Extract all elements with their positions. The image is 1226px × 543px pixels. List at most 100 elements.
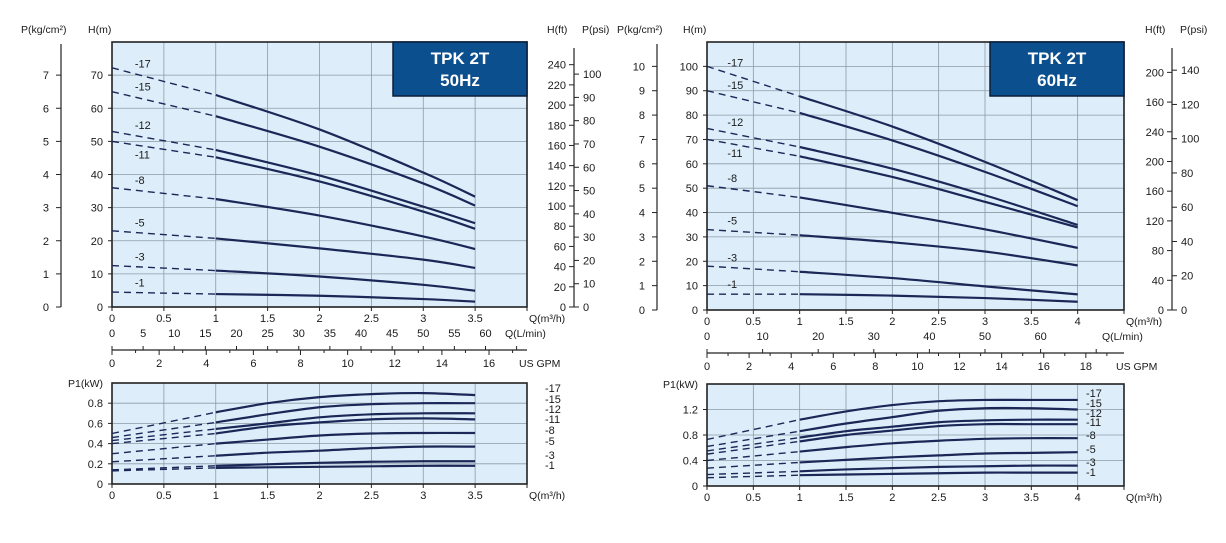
curve-solid-segment: [799, 422, 1078, 443]
gpm-tick-label: 8: [297, 358, 303, 370]
curve-label: -12: [545, 404, 561, 416]
curve-label: -15: [1086, 398, 1102, 410]
ft-tick-label: 60: [554, 241, 566, 253]
series--8: -8: [111, 175, 476, 251]
x-tick-label: 0: [109, 490, 115, 502]
curve-solid-segment: [799, 196, 1078, 249]
x-tick-label: 1: [213, 313, 219, 325]
x-axis-label: Q(m³/h): [529, 490, 565, 502]
ft-axis-label: H(ft): [1145, 24, 1165, 36]
curve-solid-segment: [215, 148, 476, 225]
x-axis-label: Q(m³/h): [1126, 492, 1162, 504]
lmin-tick-label: 5: [140, 328, 146, 340]
curve-dashed-segment: [706, 436, 800, 452]
y-tick-label: 0: [97, 479, 103, 491]
lmin-tick-label: 50: [417, 328, 429, 340]
kg-tick-label: 0: [639, 305, 645, 317]
kg-tick-label: 5: [43, 136, 49, 148]
x-tick-label: 2: [316, 313, 322, 325]
curve-solid-segment: [799, 406, 1078, 433]
curve-label: -8: [545, 425, 555, 437]
y-tick-label: 10: [91, 269, 103, 281]
x-axis-label: Q(m³/h): [529, 313, 565, 325]
x-tick-label: 0.5: [156, 313, 171, 325]
curve-dashed-segment: [111, 465, 216, 471]
curve-dashed-segment: [706, 265, 800, 273]
y-axis-label: H(m): [88, 24, 111, 36]
curve-label: -17: [727, 57, 743, 69]
ft-tick-label: 200: [1146, 156, 1164, 168]
kg-tick-label: 6: [43, 103, 49, 115]
lmin-tick-label: 35: [324, 328, 336, 340]
gpm-tick-label: 18: [1080, 361, 1092, 373]
x-tick-label: 1: [797, 492, 803, 504]
gpm-tick-label: 12: [389, 358, 401, 370]
lmin-tick-label: 60: [479, 328, 491, 340]
gpm-tick-label: 0: [704, 361, 710, 373]
ft-tick-label: 240: [1146, 127, 1164, 139]
psi-tick-label: 60: [1181, 202, 1193, 214]
curve-label: -5: [135, 217, 145, 229]
power-chart-1: 0 0.5 1 1.5 2 2.5 3 3.5 Q(m³/h) 0 0.2 0.4 0.6 0.8 P1(k…: [68, 378, 565, 502]
gpm-tick-label: 6: [250, 358, 256, 370]
curve-label: -17: [545, 383, 561, 395]
x-tick-label: 3: [982, 492, 988, 504]
series--15: -15: [111, 82, 476, 207]
lmin-tick-label: 40: [923, 331, 935, 343]
gpm-tick-label: 0: [109, 358, 115, 370]
ft-tick-label: 0: [560, 302, 566, 314]
x-tick-label: 1.5: [838, 316, 853, 328]
ft-tick-label: 80: [554, 221, 566, 233]
curve-label: -3: [545, 450, 555, 462]
curve-solid-segment: [215, 292, 476, 303]
y-tick-label: 40: [91, 170, 103, 182]
curve-label: -15: [727, 80, 743, 92]
x-tick-label: 0.5: [156, 490, 171, 502]
series--1: -1: [707, 279, 1078, 303]
x-tick-label: 3.5: [467, 313, 482, 325]
y-tick-label: 0.6: [88, 418, 103, 430]
curve-dashed-segment: [111, 467, 216, 472]
series--5: -5: [111, 436, 555, 463]
gpm-tick-label: 10: [911, 361, 923, 373]
y-tick-label: 20: [91, 236, 103, 248]
x-tick-label: 4: [1075, 316, 1081, 328]
x-tick-label: 3.5: [1024, 316, 1039, 328]
y-tick-label: 80: [686, 110, 698, 122]
psi-tick-label: 80: [583, 116, 595, 128]
psi-tick-label: 30: [583, 232, 595, 244]
curve-dashed-segment: [111, 455, 216, 463]
x-tick-label: 0.5: [746, 316, 761, 328]
kg-tick-label: 2: [43, 236, 49, 248]
lmin-tick-label: 0: [704, 331, 710, 343]
ft-tick-label: 80: [1152, 246, 1164, 258]
gpm-tick-label: 10: [342, 358, 354, 370]
head-chart-1: 0 0.5 1 1.5 2 2.5 3 3.5 Q(m³/h)010203040506070H(…: [21, 24, 609, 370]
curve-solid-segment: [215, 156, 476, 230]
y-tick-label: 40: [686, 208, 698, 220]
title-box: [392, 41, 528, 97]
gpm-axis-label: US GPM: [1116, 361, 1157, 373]
x-axis-label: Q(m³/h): [1126, 316, 1162, 328]
curve-dashed-segment: [111, 428, 216, 442]
x-tick-label: 1.5: [260, 490, 275, 502]
psi-tick-label: 40: [583, 209, 595, 221]
ft-tick-label: 220: [548, 80, 566, 92]
curve-solid-segment: [215, 391, 476, 414]
lmin-tick-label: 20: [812, 331, 824, 343]
y-tick-label: 50: [91, 136, 103, 148]
series--15: -15: [111, 394, 561, 439]
y-tick-label: 20: [686, 256, 698, 268]
y-tick-label: 70: [91, 70, 103, 82]
lmin-tick-label: 55: [448, 328, 460, 340]
series--12: -12: [111, 120, 476, 225]
x-tick-label: 4: [1075, 492, 1081, 504]
curve-dashed-segment: [111, 187, 216, 200]
kg-tick-label: 6: [639, 159, 645, 171]
curve-solid-segment: [215, 237, 476, 269]
series--12: -12: [111, 404, 561, 442]
psi-tick-label: 0: [583, 302, 589, 314]
curve-dashed-segment: [111, 442, 216, 455]
series--1: -1: [706, 467, 1096, 479]
series--1: -1: [111, 277, 476, 303]
